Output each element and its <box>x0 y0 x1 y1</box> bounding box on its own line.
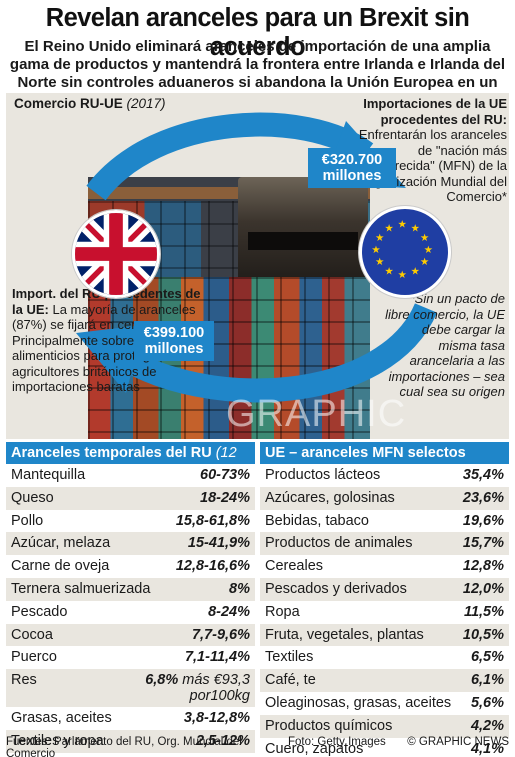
photo-credit: Foto: Getty Images <box>288 736 386 748</box>
svg-text:★: ★ <box>411 222 420 234</box>
svg-text:★: ★ <box>420 256 429 268</box>
svg-text:★: ★ <box>424 244 433 256</box>
trade-label: Comercio RU-UE (2017) <box>14 96 166 111</box>
free-trade-footnote: *Sin un pacto de libre comercio, la UE d… <box>385 291 505 399</box>
table-row: Pollo 15,8-61,8% <box>6 509 255 533</box>
footer: Fuentes: Parlamento del RU, Org. Mundial… <box>6 736 509 757</box>
table-row: Grasas, aceites 3,8-12,8% <box>6 707 255 730</box>
table-row: Mantequilla 60-73% <box>6 464 255 487</box>
eu-flag-icon: ★ ★ ★ ★ ★ ★ ★ ★ ★ ★ ★ ★ <box>359 206 451 298</box>
table-row: Productos lácteos 35,4% <box>260 464 509 487</box>
table-row: Productos de animales 15,7% <box>260 532 509 556</box>
svg-text:★: ★ <box>411 265 420 277</box>
table-row: Carne de oveja 12,8-16,6% <box>6 555 255 578</box>
table-row: Textiles y ropa 2,5-12% <box>6 729 255 753</box>
table-row: Pescados y derivados 12,0% <box>260 577 509 601</box>
svg-text:★: ★ <box>398 269 407 281</box>
table-row: Café, te 6,1% <box>260 669 509 692</box>
table-row: Ternera salmuerizada 8% <box>6 577 255 601</box>
amount-eu-to-uk: €399.100 millones <box>134 321 214 361</box>
svg-text:★: ★ <box>398 219 407 231</box>
table-row: Bebidas, tabaco 19,6% <box>260 509 509 533</box>
table-row: Cuero, zapatos 4,1% <box>260 737 509 757</box>
copyright: © GRAPHIC NEWS <box>407 736 509 748</box>
table-row: Azúcar, melaza 15-41,9% <box>6 532 255 556</box>
svg-text:★: ★ <box>375 256 384 268</box>
table-row: Puerco 7,1-11,4% <box>6 646 255 670</box>
svg-text:★: ★ <box>375 232 384 244</box>
uk-flag-icon <box>72 210 160 298</box>
uk-table-header: Aranceles temporales del RU (12 meses) <box>6 442 255 483</box>
eu-table-header: UE – aranceles MFN selectos <box>260 442 509 464</box>
table-row: Azúcares, golosinas 23,6% <box>260 486 509 510</box>
table-row: Queso 18-24% <box>6 486 255 510</box>
svg-text:★: ★ <box>385 265 394 277</box>
table-row: Res 6,8% más €93,3 por100kg <box>6 669 255 708</box>
sources: Fuentes: Parlamento del RU, Org. Mundial… <box>6 736 242 757</box>
eu-imports-note: Importaciones de la UE procedentes del R… <box>358 96 507 204</box>
svg-text:★: ★ <box>420 232 429 244</box>
amount-uk-to-eu: €320.700 millones <box>308 148 396 188</box>
table-row: Cocoa 7,7-9,6% <box>6 623 255 647</box>
svg-text:★: ★ <box>385 222 394 234</box>
watermark: GRAPHIC NEWS <box>226 393 407 439</box>
eu-tariffs-table: UE – aranceles MFN selectos Productos lá… <box>260 442 509 757</box>
table-row: Fruta, vegetales, plantas 10,5% <box>260 623 509 647</box>
page-title: Revelan aranceles para un Brexit sin acu… <box>45 4 470 61</box>
table-row: Textiles 6,5% <box>260 646 509 670</box>
uk-tariffs-table: Aranceles temporales del RU (12 meses) M… <box>6 442 255 753</box>
table-row: Cereales 12,8% <box>260 555 509 578</box>
table-row: Productos químicos 4,2% <box>260 714 509 738</box>
svg-text:★: ★ <box>371 244 380 256</box>
table-row: Oleaginosas, grasas, aceites 5,6% <box>260 691 509 715</box>
table-row: Pescado 8-24% <box>6 600 255 624</box>
table-row: Ropa 11,5% <box>260 600 509 624</box>
trade-illustration: Comercio RU-UE (2017) Importaciones de l… <box>6 93 509 439</box>
